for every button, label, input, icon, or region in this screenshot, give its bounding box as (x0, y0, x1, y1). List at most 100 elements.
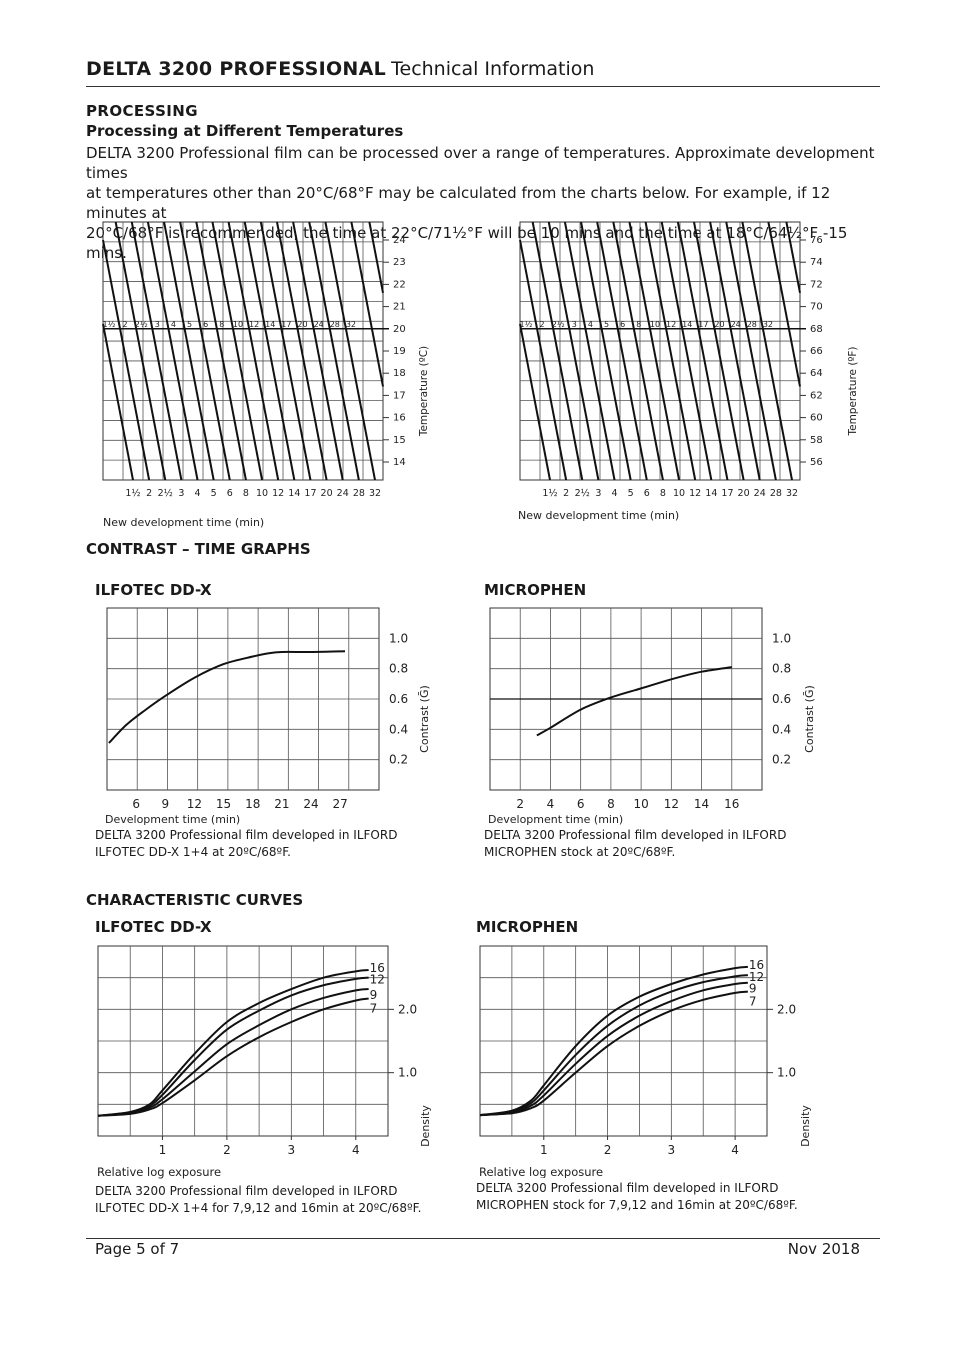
ref-time-label: 14 (682, 320, 692, 329)
x-tick-label: 6 (227, 488, 233, 499)
footer-rule (86, 1238, 880, 1239)
y-tick-label: 0.2 (389, 753, 408, 767)
x-tick-label: 20 (738, 488, 750, 499)
x-tick-label: 1½ (542, 488, 557, 499)
x-tick-label: 2 (563, 488, 569, 499)
x-tick-label: 32 (369, 488, 381, 499)
y-tick-label: 23 (393, 257, 406, 268)
y-axis-label: Contrast (Ḡ) (418, 685, 431, 753)
x-tick-label: 18 (245, 797, 260, 811)
series-label: 7 (370, 1002, 378, 1016)
y-axis-label: Temperature (ºC) (418, 346, 430, 437)
ref-time-label: 17 (698, 320, 708, 329)
x-axis-label: Development time (min) (488, 813, 623, 826)
page-number: Page 5 of 7 (95, 1240, 180, 1258)
series-label: 12 (749, 970, 764, 984)
x-tick-label: 2½ (158, 488, 173, 499)
temp-series-line (531, 221, 584, 481)
y-tick-label: 19 (393, 346, 406, 357)
caption-cc-mic: DELTA 3200 Professional film developed i… (476, 1180, 798, 1214)
series-label: 9 (370, 988, 378, 1002)
y-tick-label: 15 (393, 435, 406, 446)
temp-series-line (324, 221, 376, 481)
x-tick-label: 4 (352, 1143, 360, 1157)
y-tick-label: 17 (393, 390, 406, 401)
y-tick-label: 60 (810, 413, 823, 424)
x-tick-label: 8 (607, 797, 615, 811)
y-tick-label: 74 (810, 257, 823, 268)
ref-time-label: 28 (330, 320, 340, 329)
x-tick-label: 20 (321, 488, 333, 499)
characteristic-curve-7 (479, 990, 748, 1117)
x-tick-label: 24 (754, 488, 766, 499)
ref-time-label: 8 (219, 320, 224, 329)
x-tick-label: 10 (633, 797, 648, 811)
y-tick-label: 1.0 (389, 631, 408, 645)
y-tick-label: 14 (393, 457, 406, 468)
y-tick-label: 64 (810, 368, 823, 379)
x-axis-label: Relative log exposure (97, 1165, 221, 1179)
caption-line: DELTA 3200 Professional film developed i… (95, 1184, 398, 1198)
ref-time-label: 32 (763, 320, 773, 329)
x-tick-label: 14 (705, 488, 717, 499)
y-tick-label: 1.0 (777, 1066, 796, 1080)
ref-time-label: 17 (281, 320, 291, 329)
x-tick-label: 4 (612, 488, 618, 499)
temp-series-line (308, 221, 360, 481)
x-tick-label: 6 (132, 797, 140, 811)
temp-series-line (195, 221, 247, 481)
ref-time-label: 24 (731, 320, 741, 329)
x-tick-label: 15 (216, 797, 231, 811)
x-tick-label: 2½ (575, 488, 590, 499)
temp-series-line (563, 221, 616, 481)
y-tick-label: 56 (810, 457, 823, 468)
x-tick-label: 12 (664, 797, 679, 811)
x-tick-label: 2 (146, 488, 152, 499)
y-tick-label: 0.2 (772, 753, 791, 767)
temp-series-line (785, 221, 801, 293)
paragraph-line: DELTA 3200 Professional film can be proc… (86, 144, 875, 182)
caption-ct-ddx: DELTA 3200 Professional film developed i… (95, 827, 397, 861)
characteristic-curve-9 (479, 981, 748, 1117)
series-label: 16 (370, 961, 385, 975)
y-tick-label: 0.6 (389, 692, 408, 706)
footer-date: Nov 2018 (787, 1240, 860, 1258)
temp-series-line (580, 221, 632, 481)
characteristic-curve-16 (97, 969, 369, 1117)
paragraph-line: at temperatures other than 20°C/68°F may… (86, 184, 831, 222)
chart-title-cc-ddx: ILFOTEC DD-X (95, 918, 212, 936)
ref-time-label: 5 (604, 320, 609, 329)
y-tick-label: 76 (810, 235, 823, 246)
x-tick-label: 12 (689, 488, 701, 499)
characteristic-curve-7 (97, 997, 369, 1117)
x-tick-label: 6 (577, 797, 585, 811)
temp-series-line (644, 221, 697, 481)
ref-time-label: 10 (650, 320, 660, 329)
temperature-celsius-chart: 24232221201918171615141½1½222½2½33445566… (102, 221, 430, 529)
temp-series-line (628, 221, 681, 481)
y-tick-label: 0.6 (772, 692, 791, 706)
y-tick-label: 2.0 (398, 1002, 417, 1016)
x-tick-label: 4 (731, 1143, 739, 1157)
y-tick-label: 16 (393, 413, 406, 424)
ref-time-label: 4 (171, 320, 176, 329)
caption-line: MICROPHEN stock for 7,9,12 and 16min at … (476, 1198, 798, 1212)
temp-series-line (767, 221, 801, 387)
x-axis-label: Development time (min) (105, 813, 240, 826)
x-axis-label: New development time (min) (103, 516, 264, 529)
temp-series-line (227, 221, 280, 481)
x-tick-label: 3 (595, 488, 601, 499)
x-tick-label: 28 (353, 488, 365, 499)
chart-title-ct-mic: MICROPHEN (484, 581, 587, 599)
contrast-curve (108, 650, 346, 744)
y-tick-label: 18 (393, 368, 406, 379)
x-tick-label: 10 (256, 488, 268, 499)
x-tick-label: 24 (303, 797, 318, 811)
x-tick-label: 2 (516, 797, 524, 811)
x-tick-label: 6 (644, 488, 650, 499)
caption-line: MICROPHEN stock at 20ºC/68ºF. (484, 845, 676, 859)
caption-line: DELTA 3200 Professional film developed i… (476, 1181, 779, 1195)
x-tick-label: 9 (161, 797, 169, 811)
temp-series-line (709, 221, 761, 481)
